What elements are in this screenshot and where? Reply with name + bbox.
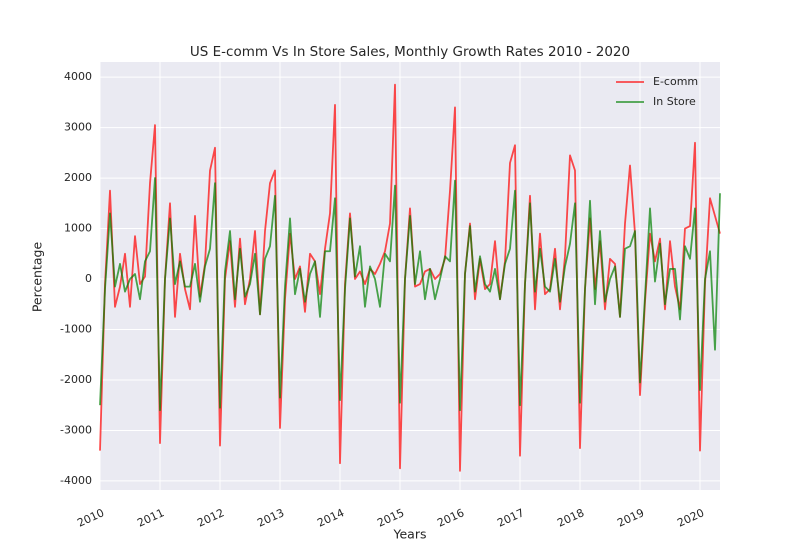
legend: E-comm In Store — [616, 75, 698, 108]
y-axis-label: Percentage — [30, 242, 45, 313]
y-tick-label: -4000 — [60, 474, 92, 487]
y-tick-label: -3000 — [60, 423, 92, 436]
y-tick-label: 0 — [85, 272, 92, 285]
legend-label: E-comm — [653, 75, 698, 88]
y-tick-label: -2000 — [60, 373, 92, 386]
x-tick-label: 2018 — [555, 506, 586, 530]
y-tick-label: 3000 — [64, 121, 92, 134]
y-tick-label: 1000 — [64, 222, 92, 235]
x-tick-label: 2014 — [315, 506, 346, 530]
y-tick-label: 2000 — [64, 171, 92, 184]
lines — [99, 83, 721, 472]
x-tick-label: 2020 — [675, 506, 706, 530]
chart-title: US E-comm Vs In Store Sales, Monthly Gro… — [190, 44, 630, 60]
x-tick-label: 2016 — [435, 506, 466, 530]
x-tick-label: 2011 — [135, 506, 166, 530]
x-tick-label: 2013 — [255, 506, 286, 530]
x-axis-label: Years — [393, 527, 427, 542]
legend-label: In Store — [653, 95, 696, 108]
x-tick-label: 2012 — [195, 506, 226, 530]
y-tick-label: 4000 — [64, 70, 92, 83]
y-tick-label: -1000 — [60, 323, 92, 336]
x-tick-label: 2017 — [495, 506, 526, 530]
x-tick-label: 2010 — [75, 506, 106, 530]
x-tick-label: 2019 — [615, 506, 646, 530]
series-line — [99, 177, 721, 412]
